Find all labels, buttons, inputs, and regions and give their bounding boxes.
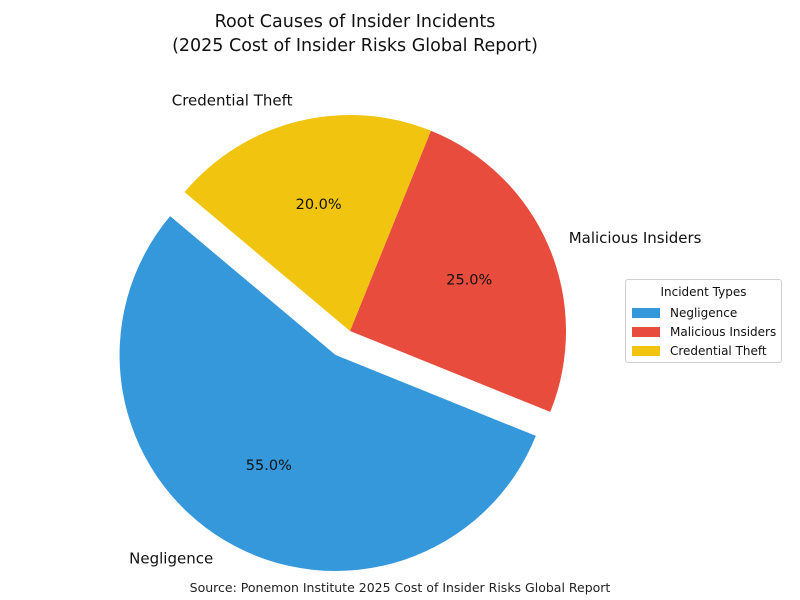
legend-title: Incident Types xyxy=(660,285,747,299)
pie-slice-negligence xyxy=(119,216,536,572)
legend-label-negligence: Negligence xyxy=(670,305,738,320)
legend-swatch-negligence xyxy=(632,307,660,318)
pie-slice-credential-theft xyxy=(184,114,431,332)
pie-slice-malicious-insiders xyxy=(350,130,566,412)
legend: Incident Types Negligence Malicious Insi… xyxy=(625,279,782,363)
pie-value-label-credential-theft: 20.0% xyxy=(296,197,342,213)
legend-swatch-malicious-insiders xyxy=(632,326,660,337)
legend-label-credential-theft: Credential Theft xyxy=(670,343,767,358)
legend-item-malicious-insiders: Malicious Insiders xyxy=(626,322,781,341)
legend-swatch-credential-theft xyxy=(632,345,660,356)
legend-item-negligence: Negligence xyxy=(626,303,781,322)
pie-category-label-credential-theft: Credential Theft xyxy=(172,91,293,109)
chart-title: Root Causes of Insider Incidents xyxy=(214,12,496,32)
chart-subtitle: (2025 Cost of Insider Risks Global Repor… xyxy=(172,36,538,56)
legend-label-malicious-insiders: Malicious Insiders xyxy=(670,324,777,339)
pie-value-label-malicious-insiders: 25.0% xyxy=(446,272,492,288)
source-note: Source: Ponemon Institute 2025 Cost of I… xyxy=(189,580,611,595)
pie-value-label-negligence: 55.0% xyxy=(246,458,292,474)
pie-category-label-malicious-insiders: Malicious Insiders xyxy=(569,229,702,247)
legend-item-credential-theft: Credential Theft xyxy=(626,341,781,360)
pie-category-label-negligence: Negligence xyxy=(129,550,213,568)
